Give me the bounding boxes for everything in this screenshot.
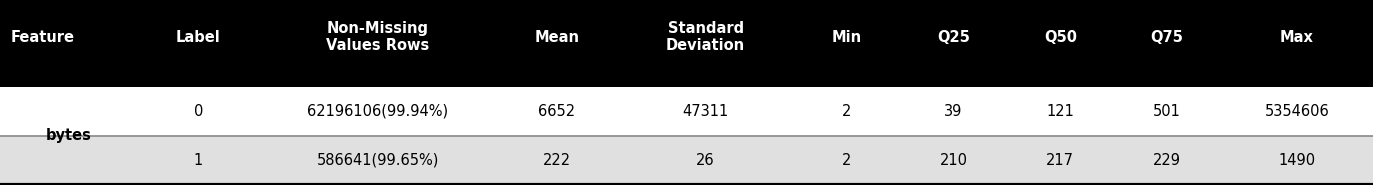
Text: 501: 501 <box>1153 104 1181 119</box>
Text: Max: Max <box>1280 29 1314 45</box>
Text: 1: 1 <box>194 153 203 168</box>
Text: Label: Label <box>176 29 221 45</box>
Text: bytes: bytes <box>45 128 92 144</box>
Text: Q75: Q75 <box>1151 29 1184 45</box>
Text: Min: Min <box>832 29 862 45</box>
Text: 5354606: 5354606 <box>1265 104 1329 119</box>
Text: 1490: 1490 <box>1278 153 1315 168</box>
Text: Q50: Q50 <box>1043 29 1076 45</box>
Text: 229: 229 <box>1153 153 1181 168</box>
Text: 210: 210 <box>939 153 968 168</box>
Text: Standard
Deviation: Standard Deviation <box>666 21 746 53</box>
Text: 0: 0 <box>194 104 203 119</box>
Text: Mean: Mean <box>534 29 579 45</box>
Text: 2: 2 <box>842 104 851 119</box>
Bar <box>0 74 1373 87</box>
Bar <box>0 87 1373 136</box>
Text: 47311: 47311 <box>682 104 729 119</box>
Text: Non-Missing
Values Rows: Non-Missing Values Rows <box>325 21 430 53</box>
Text: 39: 39 <box>945 104 962 119</box>
Text: 586641(99.65%): 586641(99.65%) <box>316 153 439 168</box>
Text: Feature: Feature <box>11 29 76 45</box>
Text: 217: 217 <box>1046 153 1074 168</box>
Text: Q25: Q25 <box>936 29 969 45</box>
Text: 222: 222 <box>542 153 571 168</box>
Text: 6652: 6652 <box>538 104 575 119</box>
Bar <box>0 0 1373 74</box>
Text: 2: 2 <box>842 153 851 168</box>
Text: 62196106(99.94%): 62196106(99.94%) <box>308 104 448 119</box>
Text: 121: 121 <box>1046 104 1074 119</box>
Text: 26: 26 <box>696 153 715 168</box>
Bar <box>0 136 1373 185</box>
